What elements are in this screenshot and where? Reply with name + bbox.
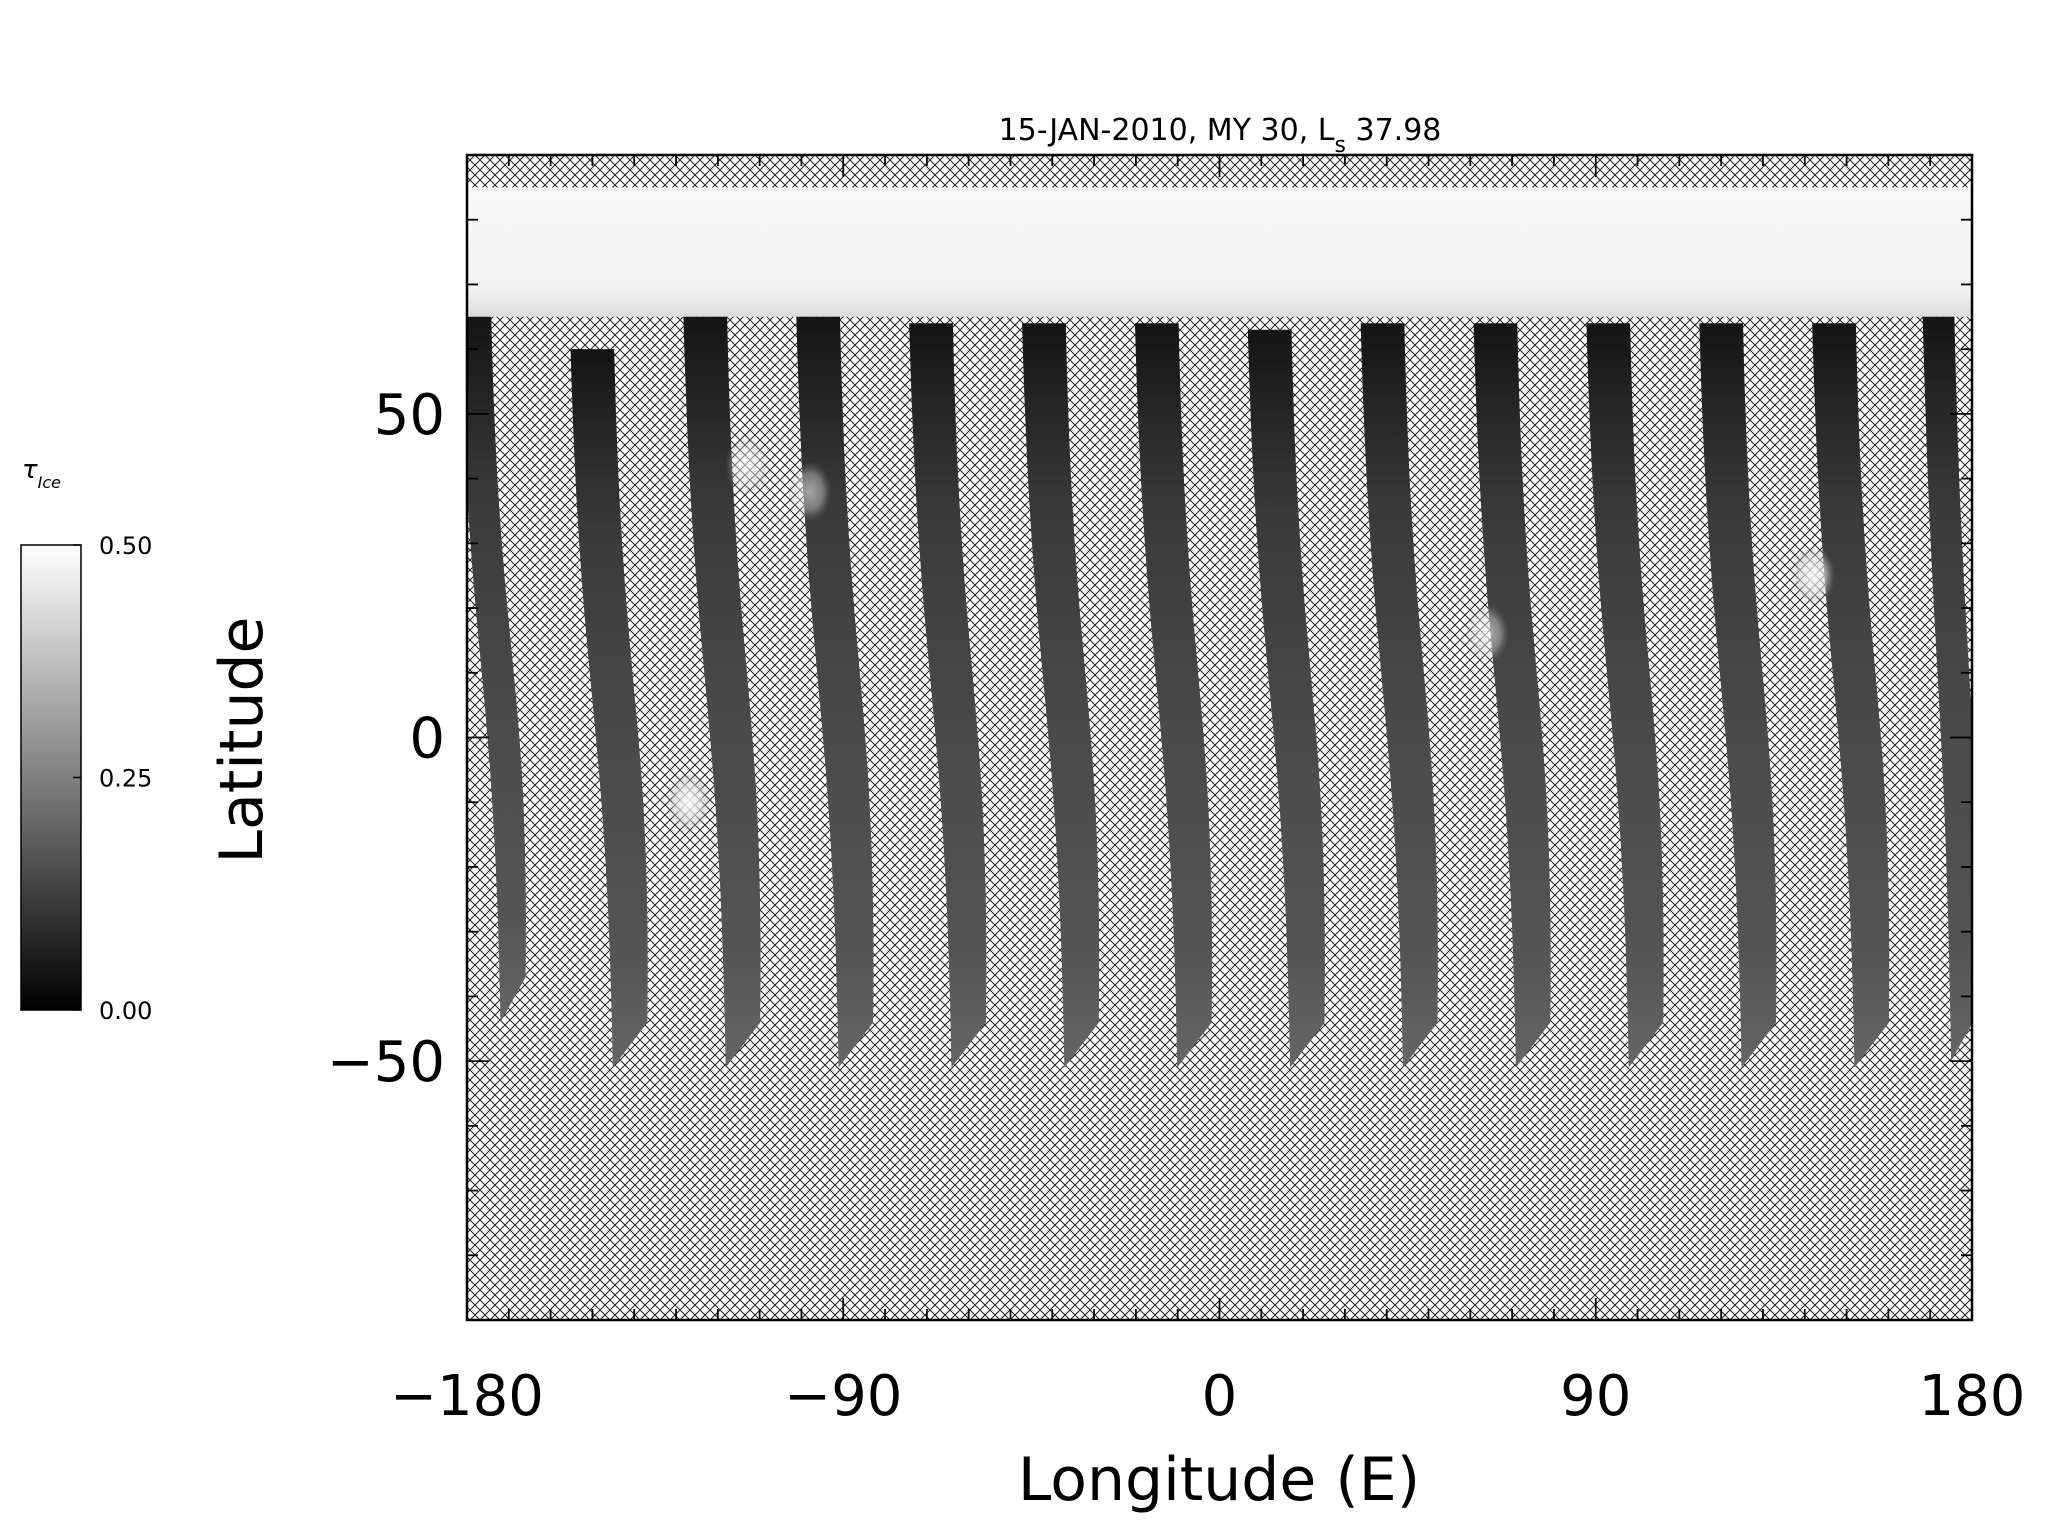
chart-title: 15-JAN-2010, MY 30, Ls 37.98 bbox=[999, 113, 1442, 158]
colorbar-gradient bbox=[20, 544, 82, 1011]
swath-9 bbox=[1473, 323, 1551, 1068]
colorbar: τIce 0.00 0.25 0.50 bbox=[20, 455, 152, 1025]
bright-spot-1 bbox=[1791, 545, 1836, 606]
swath-5 bbox=[1022, 323, 1100, 1068]
title-subscript: s bbox=[1335, 133, 1346, 158]
bright-spot-0 bbox=[666, 772, 711, 833]
colorbar-label-symbol: τ bbox=[22, 455, 38, 485]
swath-1 bbox=[570, 349, 648, 1068]
colorbar-tick-label: 0.00 bbox=[99, 997, 152, 1025]
polar-cap-band bbox=[467, 187, 1972, 317]
swath-11 bbox=[1699, 323, 1777, 1068]
swath-4 bbox=[909, 323, 987, 1068]
swath-8 bbox=[1360, 323, 1438, 1068]
map-plot-area bbox=[465, 153, 1974, 1322]
x-tick-label: −180 bbox=[390, 1364, 544, 1429]
colorbar-tick-label: 0.50 bbox=[99, 532, 152, 560]
x-tick-label: 90 bbox=[1560, 1364, 1631, 1429]
swath-10 bbox=[1586, 323, 1664, 1068]
swath-13 bbox=[1922, 316, 1972, 1062]
colorbar-label-subscript: Ice bbox=[38, 473, 62, 492]
title-main: 15-JAN-2010, MY 30, L bbox=[999, 113, 1335, 148]
x-tick-label: 0 bbox=[1202, 1364, 1238, 1429]
x-tick-label: −90 bbox=[784, 1364, 902, 1429]
swath-12 bbox=[1812, 323, 1890, 1068]
x-tick-label: 180 bbox=[1919, 1364, 2026, 1429]
swath-2 bbox=[683, 316, 761, 1068]
swath-6 bbox=[1134, 323, 1213, 1068]
y-tick-label: 50 bbox=[374, 383, 445, 448]
y-axis-label: Latitude bbox=[207, 617, 277, 864]
y-tick-label: 0 bbox=[409, 707, 445, 772]
colorbar-label: τIce bbox=[22, 455, 61, 492]
y-tick-label: −50 bbox=[327, 1030, 445, 1095]
bright-spot-4 bbox=[1465, 603, 1510, 664]
swath-0 bbox=[467, 316, 526, 1023]
swath-7 bbox=[1247, 329, 1325, 1068]
colorbar-tick-label: 0.25 bbox=[99, 765, 152, 793]
x-axis-label: Longitude (E) bbox=[1018, 1445, 1420, 1515]
title-value: 37.98 bbox=[1346, 113, 1441, 148]
bright-spot-2 bbox=[725, 435, 770, 496]
bright-spot-3 bbox=[787, 461, 832, 522]
